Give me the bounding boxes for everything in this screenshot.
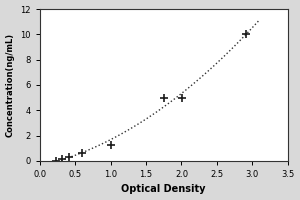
X-axis label: Optical Density: Optical Density bbox=[122, 184, 206, 194]
Y-axis label: Concentration(ng/mL): Concentration(ng/mL) bbox=[6, 33, 15, 137]
